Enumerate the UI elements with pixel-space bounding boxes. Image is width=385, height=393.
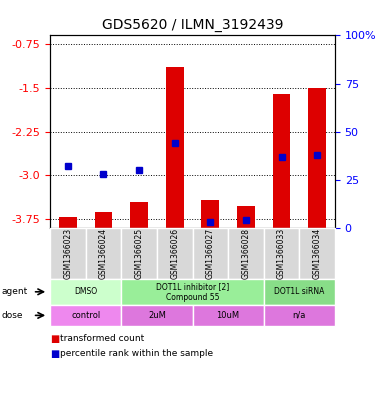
Text: GSM1366026: GSM1366026 bbox=[170, 228, 179, 279]
Text: GDS5620 / ILMN_3192439: GDS5620 / ILMN_3192439 bbox=[102, 18, 283, 32]
Text: DOT1L inhibitor [2]
Compound 55: DOT1L inhibitor [2] Compound 55 bbox=[156, 282, 229, 301]
Bar bbox=[201, 200, 219, 228]
Text: dose: dose bbox=[2, 311, 23, 320]
Text: GSM1366025: GSM1366025 bbox=[135, 228, 144, 279]
Text: GSM1366028: GSM1366028 bbox=[241, 228, 250, 279]
Text: ■: ■ bbox=[50, 334, 59, 344]
Text: ■: ■ bbox=[50, 349, 59, 359]
Text: GSM1366023: GSM1366023 bbox=[64, 228, 72, 279]
Bar bbox=[166, 68, 184, 228]
Text: control: control bbox=[71, 311, 100, 320]
Text: GSM1366027: GSM1366027 bbox=[206, 228, 215, 279]
Bar bbox=[95, 212, 112, 228]
Text: DMSO: DMSO bbox=[74, 287, 97, 296]
Text: DOT1L siRNA: DOT1L siRNA bbox=[274, 287, 325, 296]
Text: n/a: n/a bbox=[293, 311, 306, 320]
Bar bbox=[237, 206, 255, 228]
Bar bbox=[130, 202, 148, 228]
Text: agent: agent bbox=[2, 287, 28, 296]
Bar bbox=[273, 94, 290, 228]
Bar bbox=[59, 217, 77, 228]
Text: transformed count: transformed count bbox=[60, 334, 144, 343]
Bar bbox=[308, 88, 326, 228]
Text: percentile rank within the sample: percentile rank within the sample bbox=[60, 349, 213, 358]
Text: GSM1366034: GSM1366034 bbox=[313, 228, 321, 279]
Text: GSM1366033: GSM1366033 bbox=[277, 228, 286, 279]
Text: GSM1366024: GSM1366024 bbox=[99, 228, 108, 279]
Text: 2uM: 2uM bbox=[148, 311, 166, 320]
Text: 10uM: 10uM bbox=[216, 311, 240, 320]
